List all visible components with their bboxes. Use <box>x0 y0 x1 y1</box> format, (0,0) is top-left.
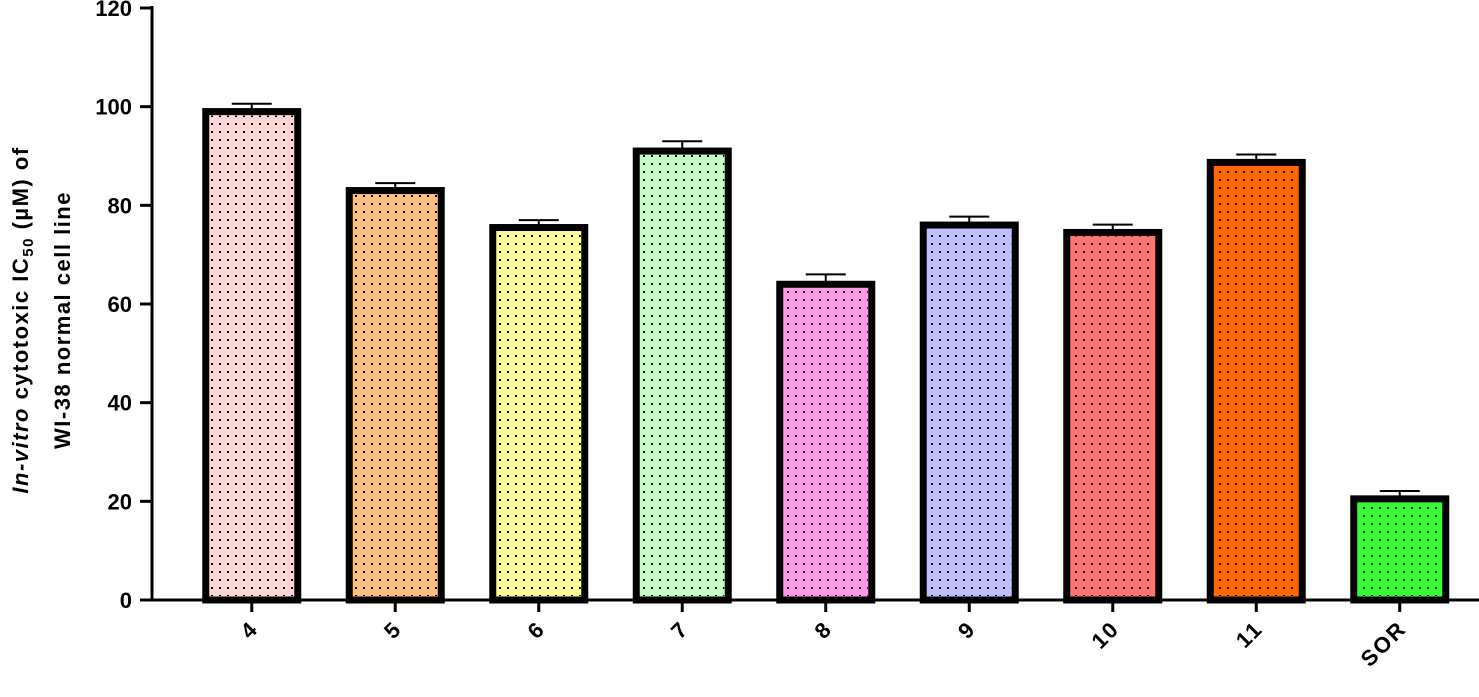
x-tick-label: 10 <box>1086 616 1124 654</box>
y-tick-label: 40 <box>108 391 132 416</box>
y-axis-title: In-vitro cytotoxic IC50 (µM) of <box>8 146 37 493</box>
y-tick-label: 20 <box>108 489 132 514</box>
x-tick-label: SOR <box>1356 616 1412 672</box>
bar-pattern <box>1070 236 1155 596</box>
bar-pattern <box>927 229 1012 597</box>
y-tick-label: 0 <box>120 588 132 613</box>
y-title-part: 50 <box>20 237 37 257</box>
y-title-part: (µM) of <box>8 146 33 237</box>
x-tick-label: 11 <box>1231 616 1268 653</box>
y-tick-label: 60 <box>108 292 132 317</box>
y-tick-label: 80 <box>108 193 132 218</box>
x-tick-label: 5 <box>379 616 407 644</box>
bar-pattern <box>353 194 438 597</box>
bar-pattern <box>1357 502 1442 596</box>
x-tick-label: 4 <box>236 616 264 644</box>
x-tick-label: 6 <box>523 616 551 644</box>
bar-pattern <box>1214 166 1299 596</box>
x-tick-label: 9 <box>953 616 981 644</box>
bar-pattern <box>496 231 581 597</box>
x-tick-label: 8 <box>810 616 838 644</box>
bar-pattern <box>783 288 868 596</box>
bar-pattern <box>640 155 725 597</box>
y-tick-label: 100 <box>95 95 132 120</box>
y-title-part: cytotoxic IC <box>8 257 33 407</box>
bar-pattern <box>209 115 294 596</box>
y-tick-label: 120 <box>95 0 132 21</box>
x-tick-label: 7 <box>666 616 694 644</box>
y-axis-title: WI-38 normal cell line <box>50 191 75 449</box>
y-title-part: In-vitro <box>8 407 33 494</box>
